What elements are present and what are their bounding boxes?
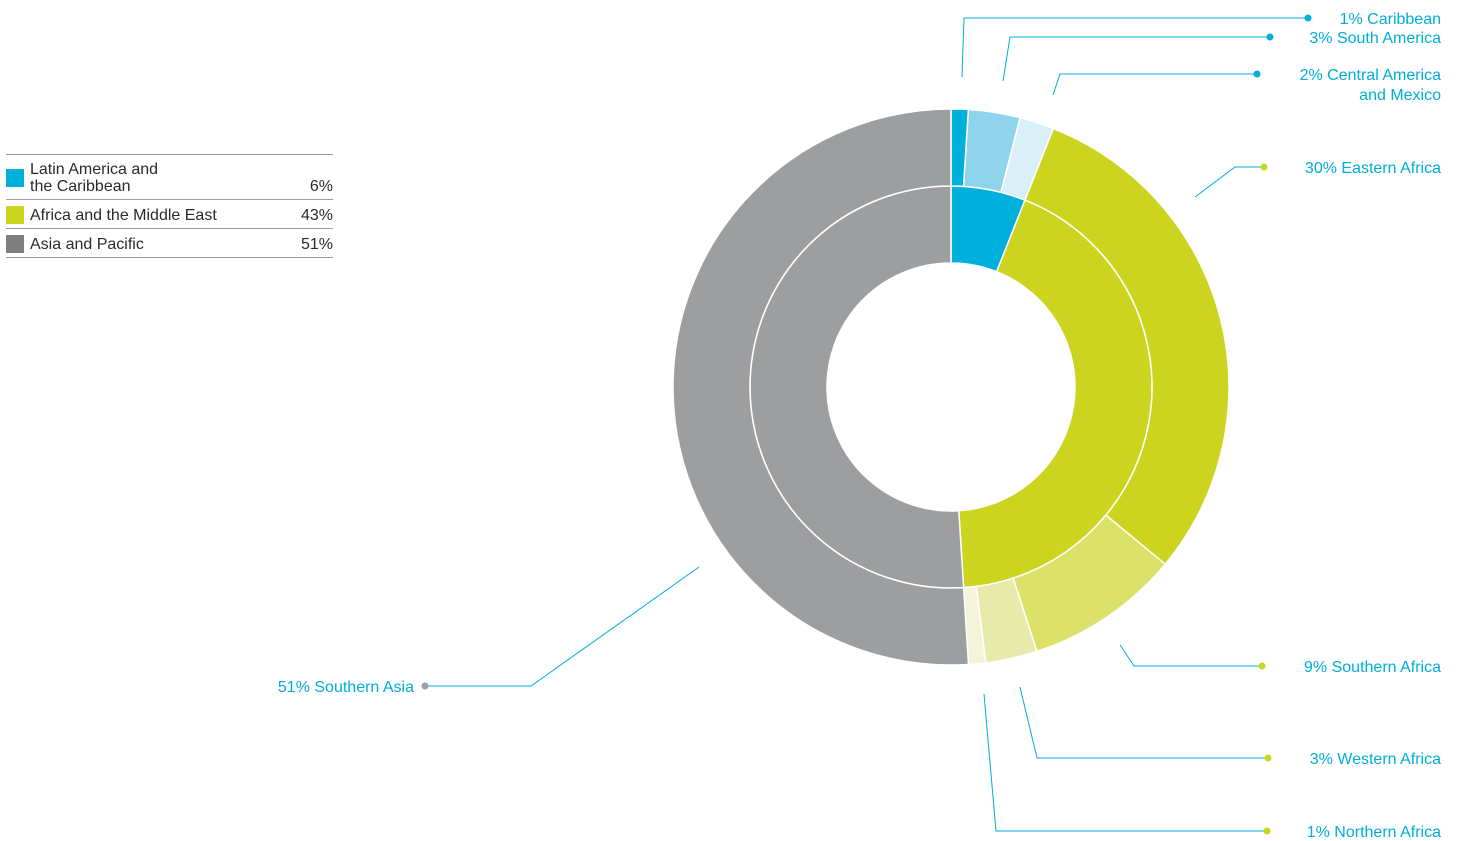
- legend-label: Africa and the Middle East: [30, 207, 217, 224]
- data-label-northern-africa: 1% Northern Africa: [1307, 824, 1441, 841]
- leader-dot-central-america-and-mexico: [1253, 70, 1261, 78]
- data-label-eastern-africa: 30% Eastern Africa: [1305, 160, 1441, 177]
- leader-dot-eastern-africa: [1260, 163, 1268, 171]
- legend-label: Asia and Pacific: [30, 236, 144, 253]
- legend-swatch-latin-america: [6, 169, 24, 187]
- leader-line-southern-asia: [425, 566, 700, 687]
- outer-slice-eastern-africa: [1024, 127, 1230, 566]
- leader-line-western-africa: [1019, 686, 1268, 759]
- leader-line-caribbean: [961, 17, 1308, 78]
- data-label-central-america-and-mexico-line-2: and Mexico: [1359, 87, 1441, 104]
- leader-dot-caribbean: [1304, 14, 1312, 22]
- leader-line-southern-africa: [1119, 644, 1262, 667]
- legend-label: Latin America and the Caribbean: [30, 161, 159, 195]
- chart-legend: Latin America and the Caribbean 6% Afric…: [6, 154, 333, 258]
- leader-dot-southern-asia: [421, 682, 429, 690]
- leader-dot-south-america: [1266, 33, 1274, 41]
- leader-dot-western-africa: [1264, 754, 1272, 762]
- legend-value: 51%: [300, 236, 333, 253]
- legend-value: 6%: [309, 178, 333, 195]
- legend-swatch-asia-pacific: [6, 235, 24, 253]
- outer-slice-southern-asia: [672, 108, 970, 666]
- leader-line-central-america-and-mexico: [1052, 73, 1257, 96]
- leader-line-northern-africa: [983, 693, 1267, 832]
- legend-item-latin-america: Latin America and the Caribbean 6%: [6, 155, 333, 200]
- data-label-south-america: 3% South America: [1309, 30, 1441, 47]
- legend-item-asia-pacific: Asia and Pacific 51%: [6, 229, 333, 258]
- leader-line-eastern-africa: [1194, 166, 1264, 198]
- data-label-caribbean: 1% Caribbean: [1340, 11, 1441, 28]
- legend-item-africa-middle-east: Africa and the Middle East 43%: [6, 200, 333, 229]
- legend-value: 43%: [300, 207, 333, 224]
- leader-dot-southern-africa: [1258, 662, 1266, 670]
- leader-line-south-america: [1002, 36, 1270, 82]
- data-label-western-africa: 3% Western Africa: [1310, 751, 1441, 768]
- data-label-southern-asia: 51% Southern Asia: [278, 679, 414, 696]
- legend-swatch-africa-middle-east: [6, 206, 24, 224]
- data-label-central-america-and-mexico: 2% Central America: [1300, 67, 1441, 84]
- data-label-southern-africa: 9% Southern Africa: [1304, 659, 1441, 676]
- leader-dot-northern-africa: [1263, 827, 1271, 835]
